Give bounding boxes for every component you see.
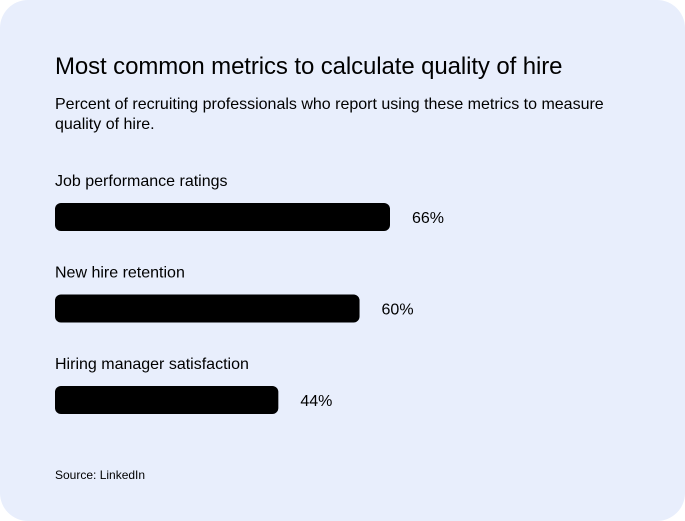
value-label: 44% [300,393,332,410]
bar [55,203,390,231]
chart-title: Most common metrics to calculate quality… [55,53,563,80]
bars-layer: Job performance ratings 66% New hire reten… [55,173,444,414]
bar [55,294,360,323]
chart-subtitle: Percent of recruiting professionals who … [55,96,604,133]
category-label: Hiring manager satisfaction [55,356,249,373]
category-label: New hire retention [55,265,185,282]
source-note: Source: LinkedIn [55,468,146,482]
value-label: 66% [412,210,444,227]
bar [55,386,279,414]
value-label: 60% [382,302,414,319]
category-label: Job performance ratings [55,173,228,190]
